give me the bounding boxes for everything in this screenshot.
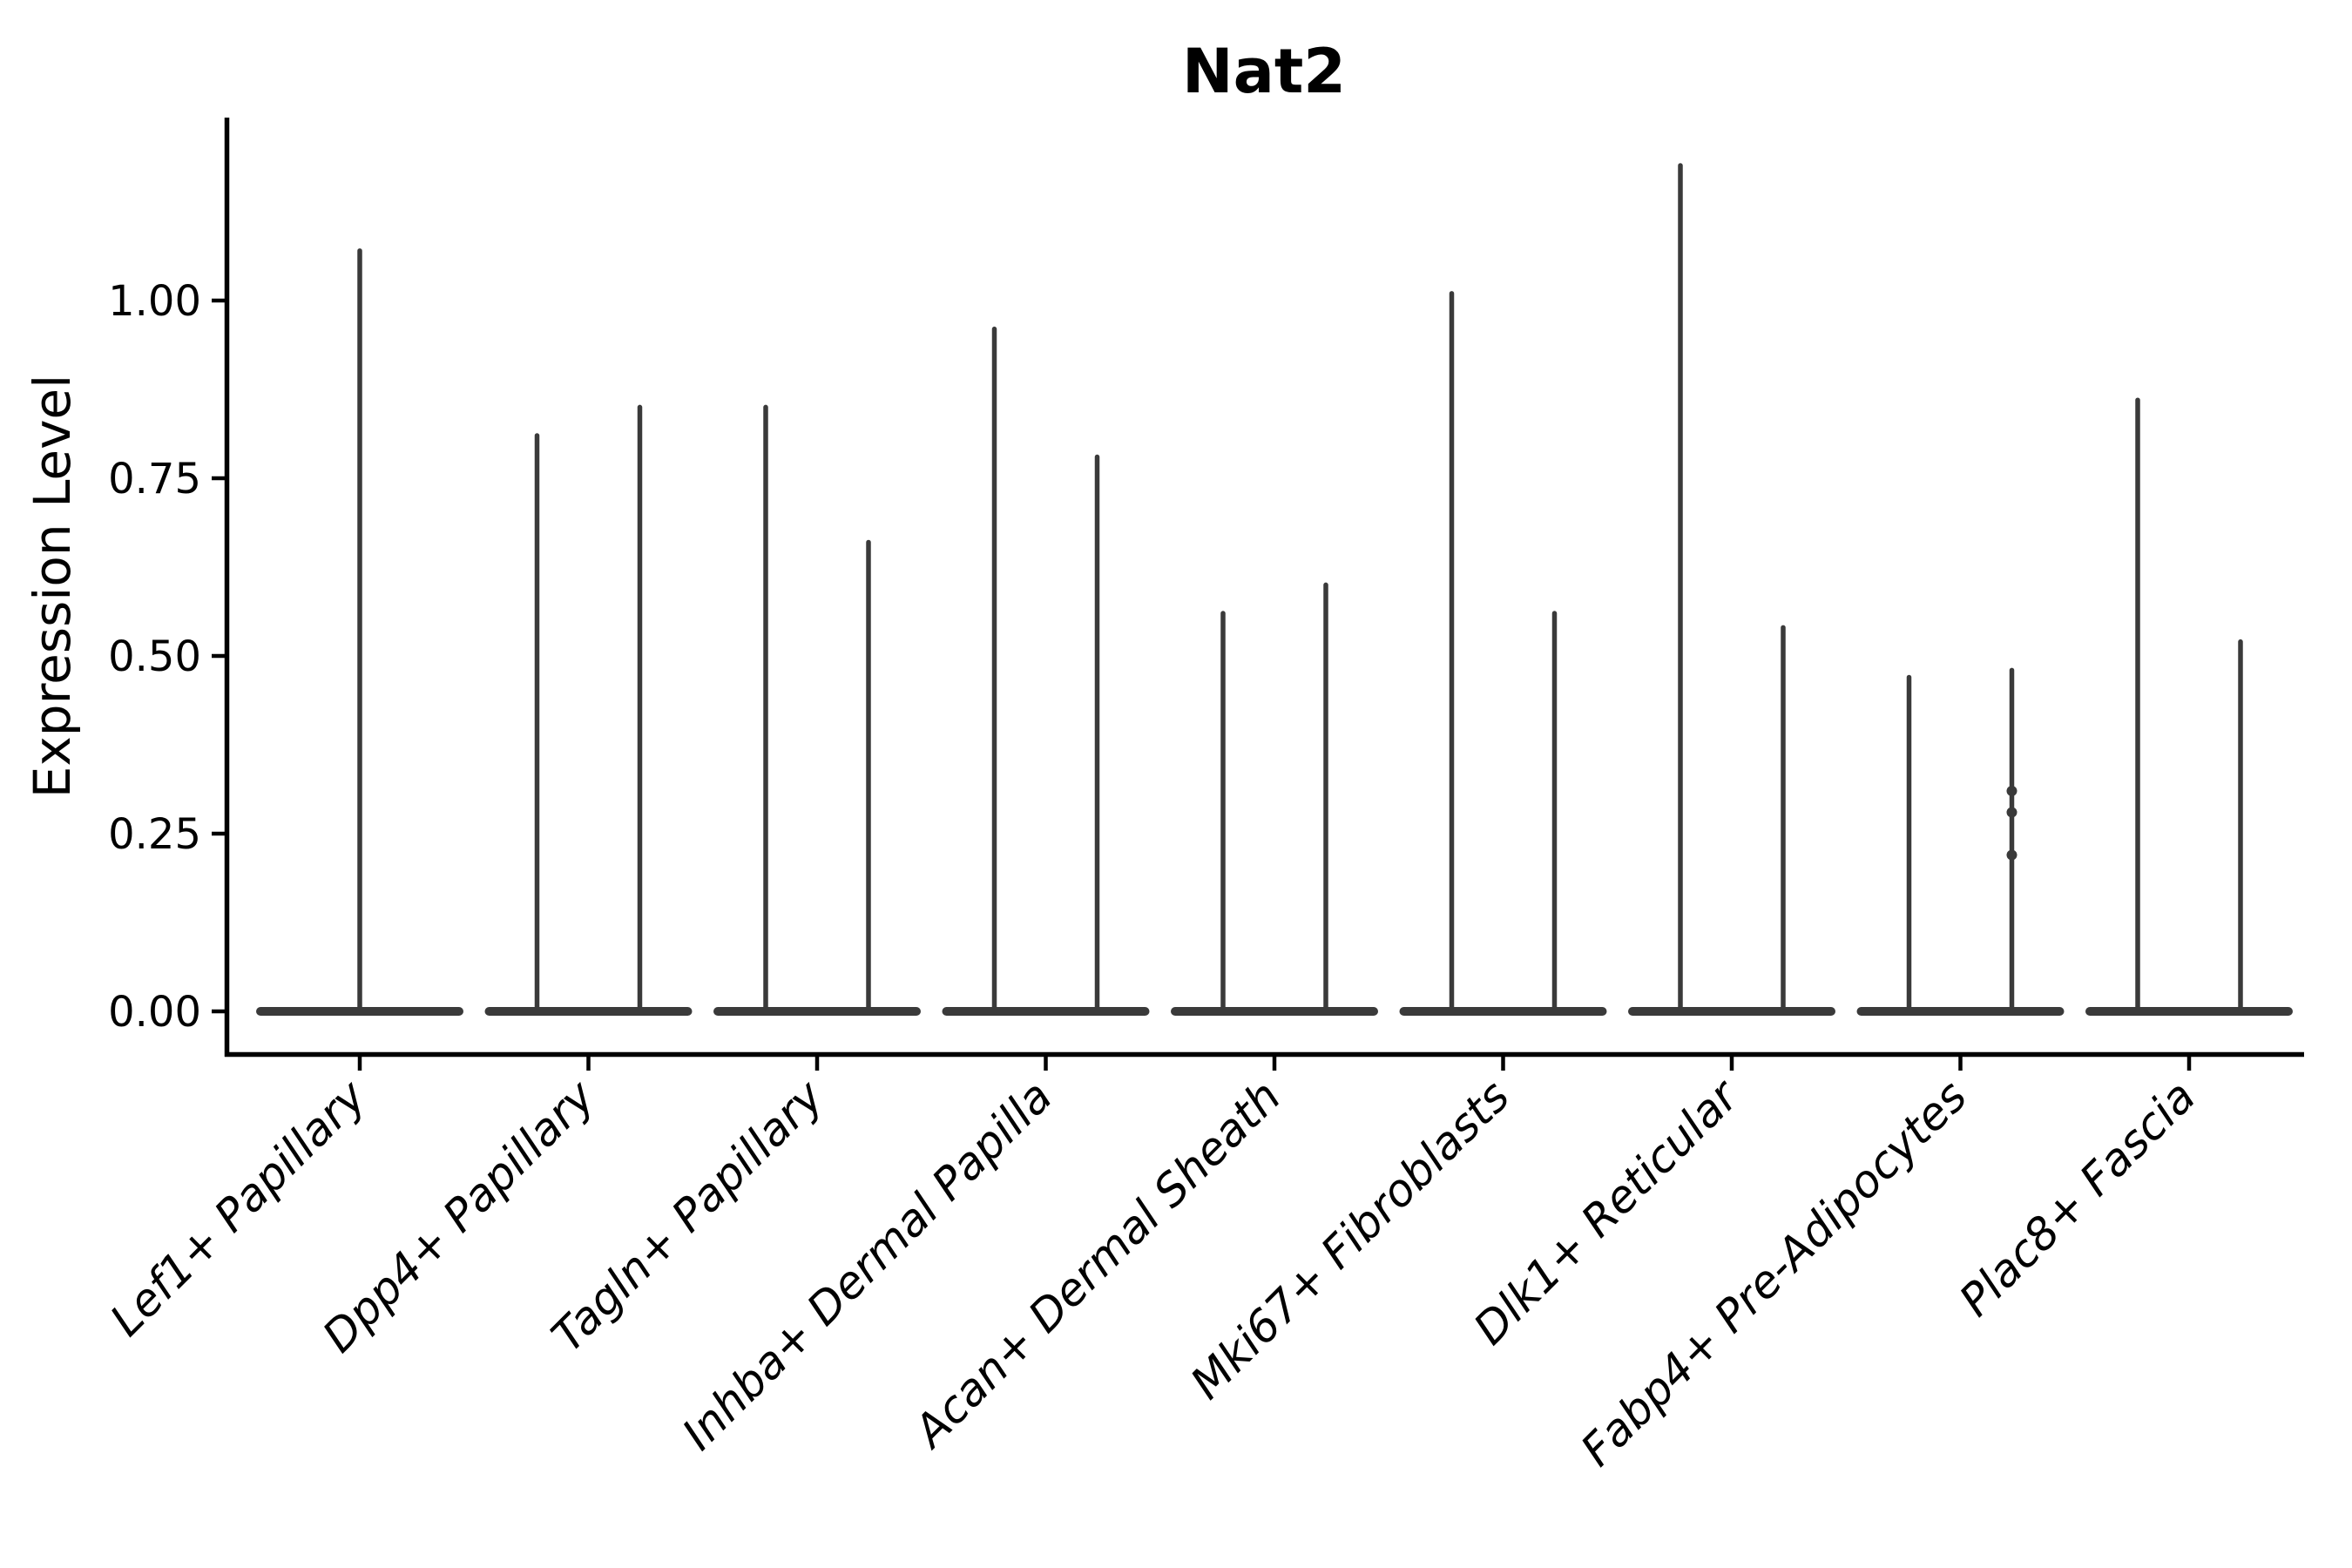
violins-layer [256, 163, 2293, 1016]
violin-base [484, 1007, 693, 1016]
violin-group [484, 404, 693, 1016]
y-tick-label: 1.00 [108, 277, 201, 326]
x-category-label: Inhba+ Dermal Papilla [673, 1071, 1063, 1460]
expression-point [2006, 786, 2017, 797]
y-tick-label: 0.75 [108, 455, 201, 504]
violin-group [2085, 397, 2293, 1016]
expression-point [2006, 807, 2017, 818]
y-tick-label: 0.00 [108, 988, 201, 1037]
chart-title: Nat2 [1182, 36, 1346, 107]
violin-group [1628, 163, 1835, 1016]
violin-group [713, 404, 921, 1016]
y-axis-label: Expression Level [23, 375, 82, 798]
violin-base [942, 1007, 1150, 1016]
y-tick-label: 0.50 [108, 632, 201, 681]
violin-group [1856, 667, 2065, 1016]
violin-base [713, 1007, 921, 1016]
violin-base [2085, 1007, 2293, 1016]
violin-base [1399, 1007, 1607, 1016]
violin-group [1171, 582, 1378, 1016]
y-axis-ticks: 0.00 0.25 0.50 0.75 1.00 [108, 277, 225, 1037]
x-category-label: Plac8+ Fascia [1950, 1071, 2207, 1327]
violin-group [942, 326, 1150, 1016]
x-category-label: Fabp4+ Pre-Adipocytes [1571, 1071, 1977, 1477]
axes-spines [224, 118, 2304, 1058]
violin-group [1399, 291, 1607, 1016]
x-category-label: Acan+ Dermal Sheath [903, 1071, 1291, 1458]
violin-base [1171, 1007, 1378, 1016]
y-tick-label: 0.25 [108, 810, 201, 859]
expression-point [2006, 849, 2017, 861]
violin-base [1628, 1007, 1835, 1016]
violin-group [256, 248, 463, 1016]
violin-base [1856, 1007, 2065, 1016]
